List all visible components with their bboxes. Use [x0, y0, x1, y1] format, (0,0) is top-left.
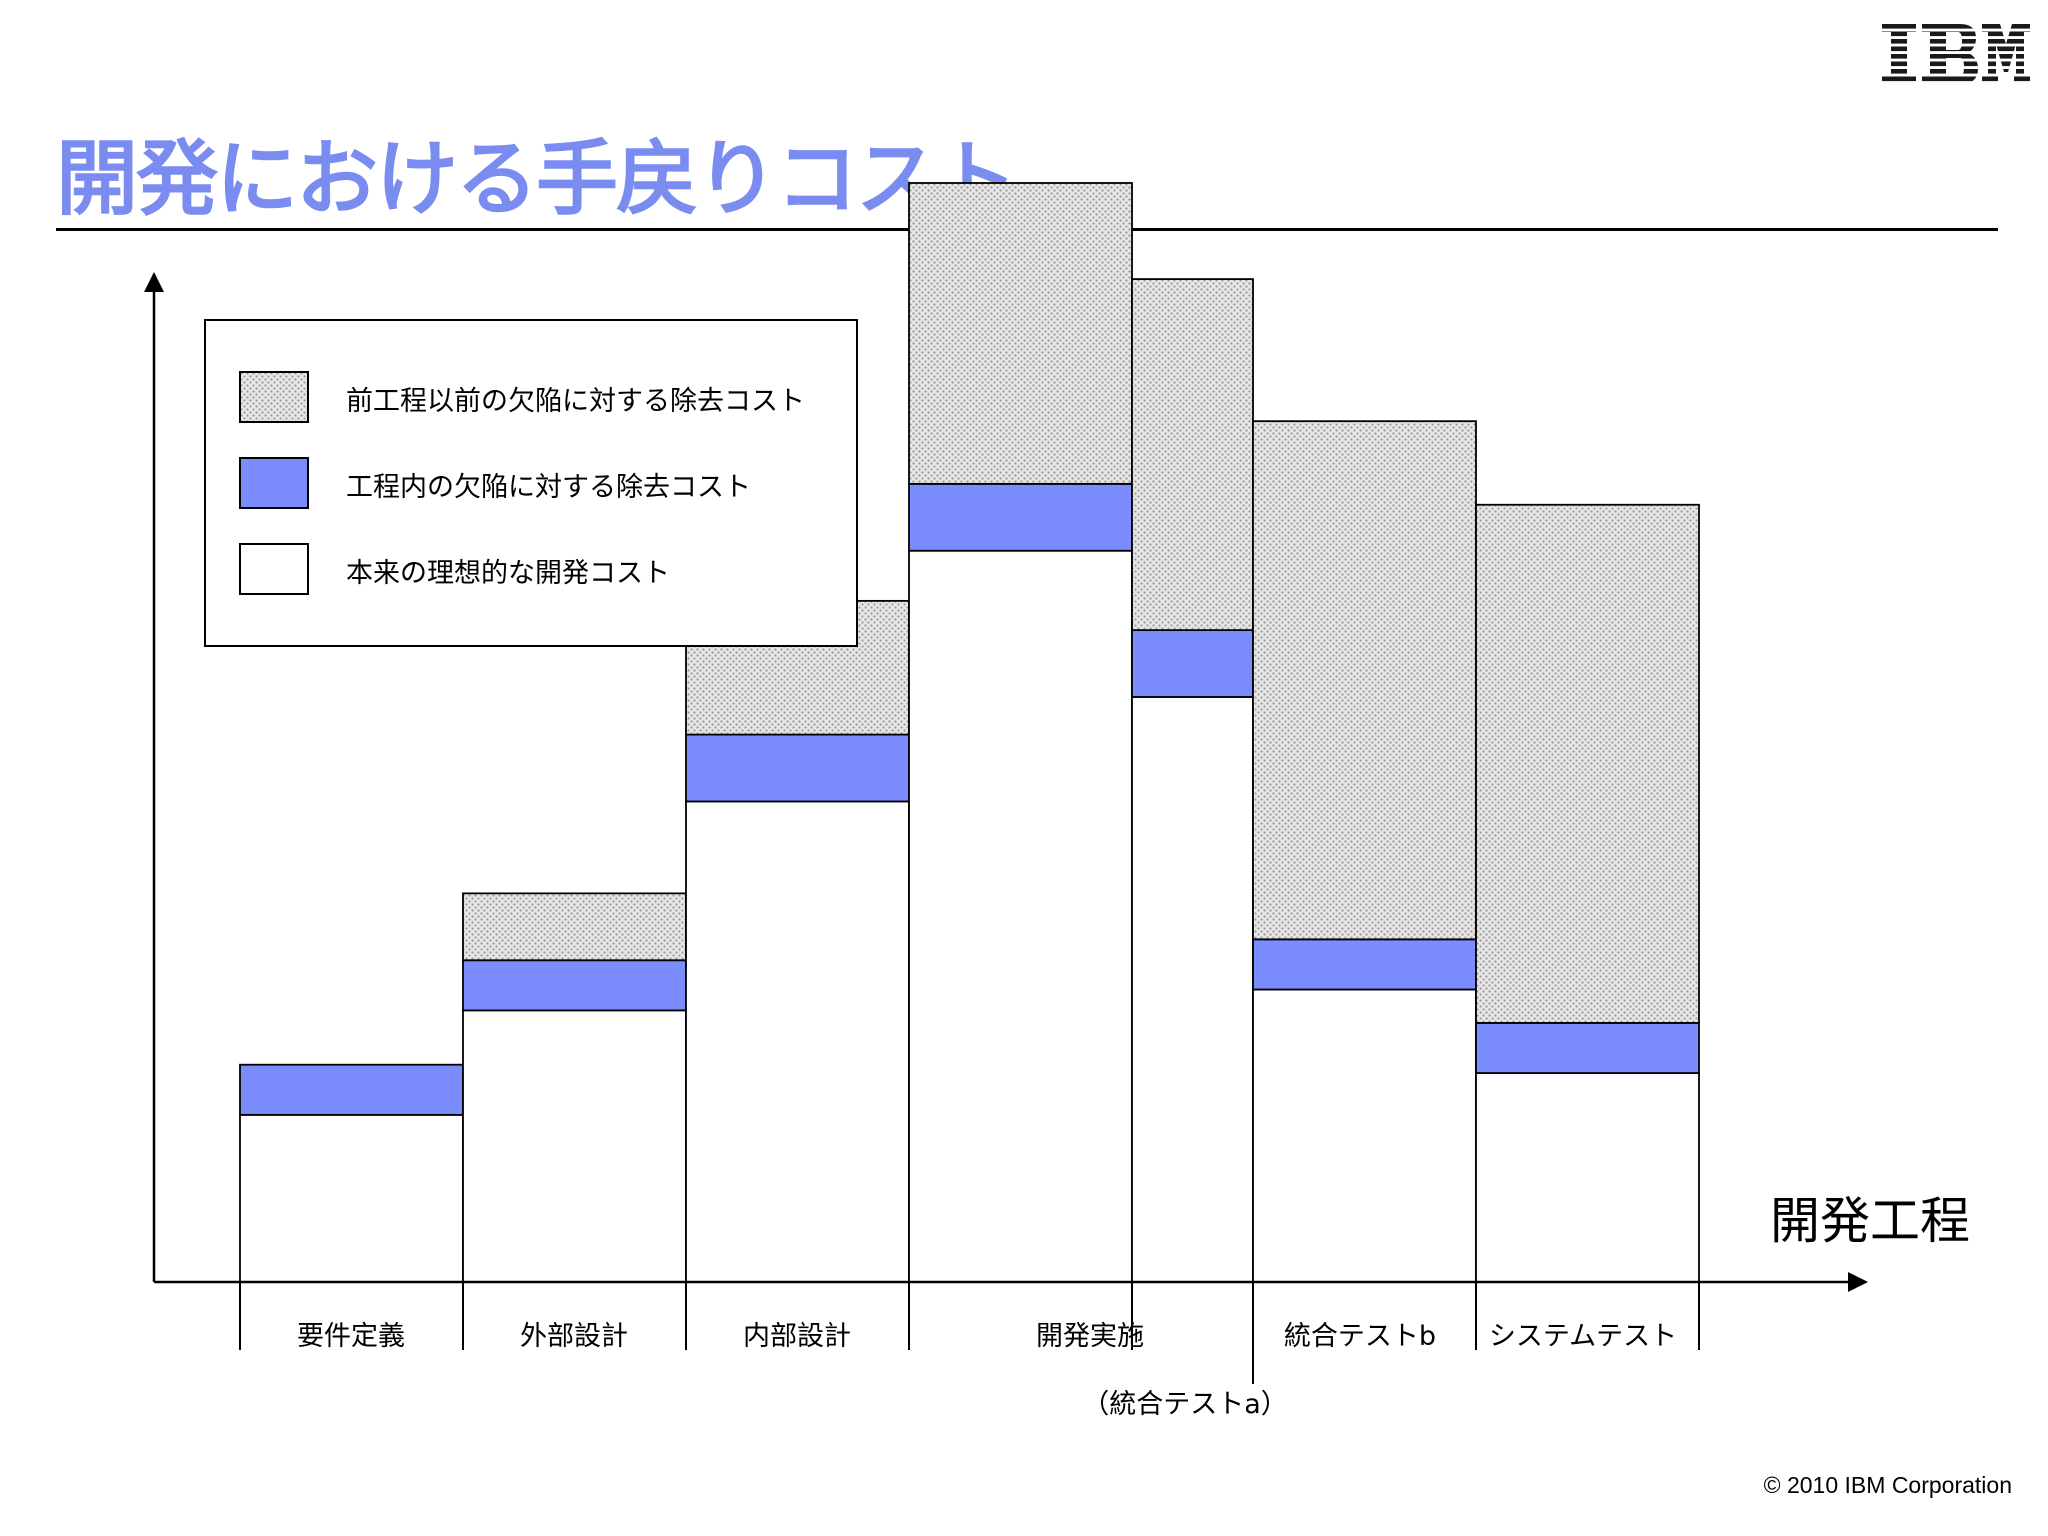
- bar-in-phase-6: [1475, 1022, 1700, 1074]
- bar-prior-4: [1131, 278, 1254, 632]
- category-label-3: 開発実施: [1036, 1321, 1144, 1352]
- bar-in-phase-1: [462, 959, 687, 1012]
- bar-ideal-2: [685, 800, 910, 1283]
- bar-prior-1: [462, 892, 687, 962]
- category-dividers: [239, 1282, 1700, 1384]
- bar-in-phase-0: [239, 1063, 464, 1116]
- bar-in-phase-5: [1252, 938, 1477, 991]
- bar-ideal-0: [239, 1113, 464, 1283]
- legend-swatch-in-phase: [239, 457, 309, 509]
- bar-ideal-3: [908, 549, 1133, 1283]
- bar-ideal-6: [1475, 1072, 1700, 1283]
- category-label-2: 内部設計: [743, 1321, 851, 1352]
- ibm-logo-icon: [1882, 24, 2030, 84]
- legend-swatch-prior: [239, 371, 309, 423]
- ibm-logo: [1880, 24, 2030, 84]
- bar-in-phase-4: [1131, 629, 1254, 698]
- bar-prior-6: [1475, 503, 1700, 1024]
- copyright: © 2010 IBM Corporation: [1763, 1472, 2012, 1498]
- legend-label-prior: 前工程以前の欠陥に対する除去コスト: [346, 386, 805, 417]
- legend-label-in-phase: 工程内の欠陥に対する除去コスト: [346, 472, 751, 503]
- bar-in-phase-2: [685, 733, 910, 803]
- category-labels: 要件定義 外部設計 内部設計 開発実施 （統合テストa） 統合テストb システムテスト: [297, 1321, 1677, 1420]
- legend: 前工程以前の欠陥に対する除去コスト 工程内の欠陥に対する除去コスト 本来の理想的…: [204, 319, 858, 647]
- category-label-4: （統合テストa）: [1082, 1389, 1288, 1420]
- category-label-6: システムテスト: [1489, 1321, 1677, 1352]
- bars-group: [239, 182, 1700, 1283]
- category-label-5: 統合テストb: [1284, 1321, 1436, 1352]
- bar-in-phase-3: [908, 482, 1133, 552]
- legend-box: [204, 319, 858, 647]
- x-axis-label: 開発工程: [1770, 1192, 1970, 1250]
- page-title: 開発における手戻りコスト: [56, 132, 1018, 227]
- bar-prior-3: [908, 182, 1133, 485]
- category-label-0: 要件定義: [297, 1321, 405, 1352]
- legend-swatch-ideal: [239, 543, 309, 595]
- legend-label-ideal: 本来の理想的な開発コスト: [346, 558, 670, 589]
- bar-ideal-5: [1252, 988, 1477, 1283]
- bar-ideal-1: [462, 1009, 687, 1283]
- bar-ideal-4: [1131, 696, 1254, 1283]
- bar-prior-5: [1252, 420, 1477, 941]
- category-label-1: 外部設計: [520, 1321, 628, 1352]
